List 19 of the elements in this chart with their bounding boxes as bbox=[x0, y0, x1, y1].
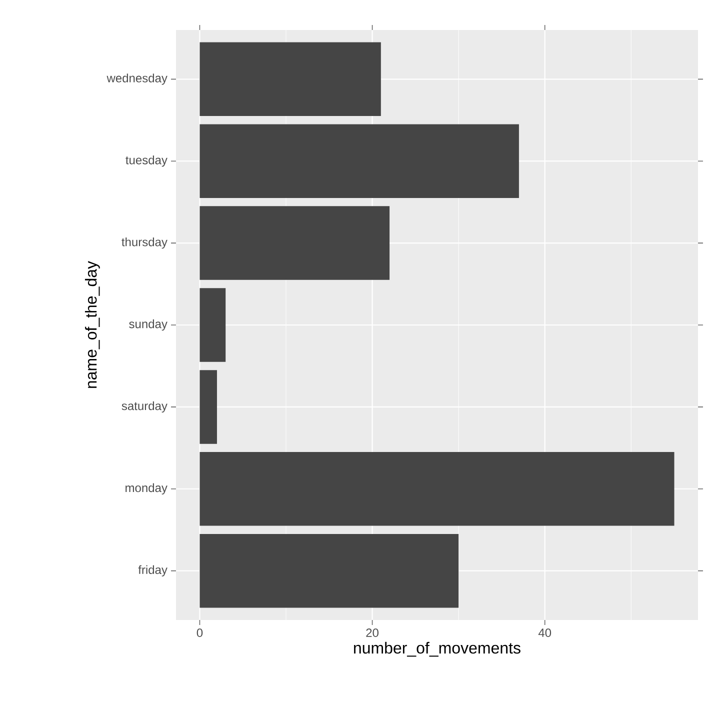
y-tick-label: monday bbox=[126, 483, 168, 494]
x-tick-label: 20 bbox=[366, 628, 378, 638]
bar bbox=[200, 534, 459, 608]
bar bbox=[200, 42, 381, 116]
x-tick-label: 40 bbox=[538, 628, 552, 638]
bar bbox=[200, 206, 390, 280]
y-tick-label: saturday bbox=[122, 401, 168, 413]
x-axis-title: number_of_movements bbox=[354, 642, 520, 657]
x-tick-label: 0 bbox=[196, 628, 203, 638]
bar bbox=[200, 288, 226, 362]
y-tick-label: wednesday bbox=[106, 74, 168, 85]
y-tick-label: thursday bbox=[122, 237, 168, 249]
y-axis-title: name_of_the_day bbox=[84, 261, 100, 388]
y-tick-label: friday bbox=[138, 565, 168, 576]
bar bbox=[200, 124, 519, 198]
bar bbox=[200, 370, 217, 444]
bar bbox=[200, 452, 674, 526]
y-tick-label: tuesday bbox=[126, 156, 168, 167]
y-tick-label: sunday bbox=[129, 319, 168, 331]
